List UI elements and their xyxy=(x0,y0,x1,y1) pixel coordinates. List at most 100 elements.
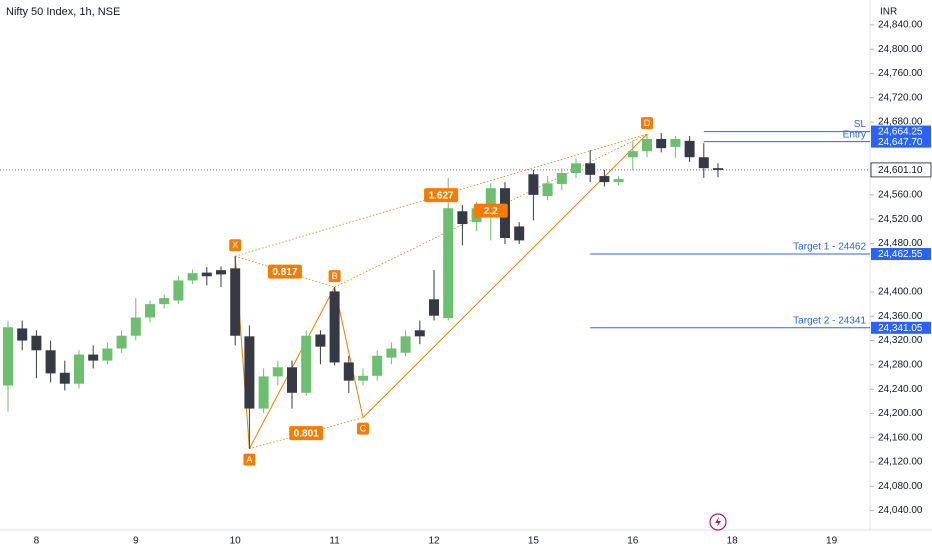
y-tick-label: 24,080.00 xyxy=(878,481,923,492)
candle-body xyxy=(599,176,610,183)
x-tick-label: 18 xyxy=(727,536,739,547)
candle-body xyxy=(45,350,56,374)
icon-bolt xyxy=(715,517,721,527)
candle-body xyxy=(3,327,13,386)
candle-body xyxy=(258,376,269,409)
ratio-label-text: 1.627 xyxy=(429,190,454,201)
candle-body xyxy=(443,208,454,319)
candle-body xyxy=(272,367,283,377)
candle-body xyxy=(358,375,368,381)
candle-body xyxy=(585,163,596,175)
candle-body xyxy=(102,348,113,361)
level-tag-label: 24,647.70 xyxy=(878,137,923,148)
ratio-label: 2.2 xyxy=(473,203,508,218)
candle-body xyxy=(627,151,638,158)
pattern-point-label: X xyxy=(232,240,238,250)
candle-body xyxy=(429,299,439,316)
candle-body xyxy=(372,355,383,376)
y-tick-label: 24,040.00 xyxy=(878,505,923,516)
candle-body xyxy=(670,139,681,147)
candle-body xyxy=(698,157,709,169)
y-tick-label: 24,760.00 xyxy=(878,68,923,79)
y-tick-label: 24,400.00 xyxy=(878,287,923,298)
level-name: Target 1 - 24462 xyxy=(793,242,866,253)
x-tick-label: 16 xyxy=(627,536,639,547)
candle-body xyxy=(173,280,184,301)
y-tick-label: 24,160.00 xyxy=(878,432,923,443)
level-name: SL xyxy=(854,119,867,130)
pattern-point-label: B xyxy=(332,271,338,281)
x-tick-label: 12 xyxy=(428,536,440,547)
y-tick-label: 24,480.00 xyxy=(878,238,923,249)
candle-body xyxy=(613,179,624,183)
candle-body xyxy=(59,372,70,384)
candle-body xyxy=(485,188,496,214)
candle-body xyxy=(684,140,695,158)
pattern-point-box xyxy=(328,270,341,283)
candle-body xyxy=(287,367,297,393)
candle-body xyxy=(130,317,141,336)
level-tag xyxy=(871,321,931,334)
candle-body xyxy=(145,304,155,318)
pattern-point-label: D xyxy=(644,118,651,128)
candle-body xyxy=(187,273,198,281)
pattern-point: D xyxy=(641,117,653,130)
candle-body xyxy=(343,362,354,381)
level-tag xyxy=(871,135,931,148)
level-tag xyxy=(871,248,931,261)
y-tick-label: 24,680.00 xyxy=(878,117,923,128)
y-tick-label: 24,720.00 xyxy=(878,92,923,103)
level-name: Entry xyxy=(843,129,866,140)
pattern-ratio-line xyxy=(249,417,364,450)
candle-body xyxy=(713,168,723,170)
level-tag-label: 24,664.25 xyxy=(878,127,923,138)
candle-body xyxy=(656,139,667,149)
candle-body xyxy=(17,328,28,341)
x-tick-label: 19 xyxy=(826,536,838,547)
pattern-point: X xyxy=(229,239,242,252)
y-tick-label: 24,800.00 xyxy=(878,44,923,55)
candle-body xyxy=(216,270,226,275)
candle-body xyxy=(457,211,468,225)
pattern-point-label: C xyxy=(360,424,367,434)
currency: INR xyxy=(880,7,897,18)
pattern-point-box xyxy=(641,117,653,130)
candle-body xyxy=(556,173,567,184)
ratio-label: 0.817 xyxy=(267,264,302,279)
ratio-label-box xyxy=(289,426,324,441)
candle-body xyxy=(329,291,340,363)
pattern-point-box xyxy=(243,453,256,466)
candle-body xyxy=(88,354,99,361)
pattern-point-box xyxy=(229,239,242,252)
candle-body xyxy=(414,330,425,337)
candle-body xyxy=(201,272,212,277)
y-tick-label: 24,840.00 xyxy=(878,20,923,31)
replay-icon[interactable] xyxy=(709,513,727,531)
ratio-label: 0.801 xyxy=(289,426,324,441)
icon-circle xyxy=(709,513,727,531)
pattern-point-box xyxy=(357,422,369,435)
candle-body xyxy=(244,336,255,409)
ratio-label-text: 0.801 xyxy=(294,428,319,439)
x-tick-label: 8 xyxy=(34,536,40,547)
y-tick-label: 24,360.00 xyxy=(878,311,923,322)
candle-body xyxy=(386,348,397,358)
pattern-point: B xyxy=(328,270,341,283)
ratio-label-text: 0.817 xyxy=(272,267,297,278)
ratio-label: 1.627 xyxy=(424,188,459,203)
chart-title: Nifty 50 Index, 1h, NSE xyxy=(6,6,120,18)
level-tag xyxy=(871,125,931,138)
x-tick-label: 10 xyxy=(230,536,242,547)
level-tag-label: 24,341.05 xyxy=(878,323,923,334)
last-price-tag xyxy=(870,162,932,178)
y-tick-label: 24,320.00 xyxy=(878,335,923,346)
candle-body xyxy=(571,163,581,174)
y-tick-label: 24,560.00 xyxy=(878,190,923,201)
pattern-point-label: A xyxy=(246,455,252,465)
candle-body xyxy=(31,335,42,351)
ratio-label-text: 2.2 xyxy=(484,206,498,217)
ratio-label-box xyxy=(424,188,459,203)
candle-body xyxy=(315,334,326,347)
